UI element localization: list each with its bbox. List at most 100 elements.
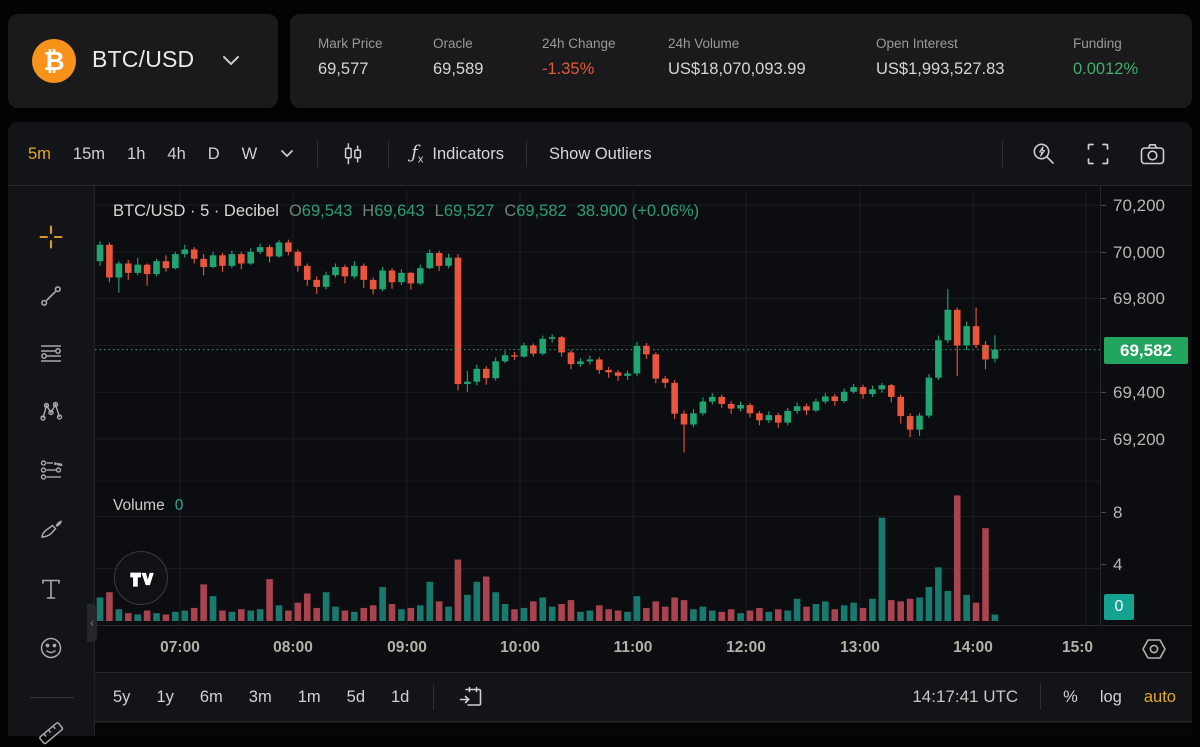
stat-mark-price: Mark Price 69,577 (318, 36, 383, 79)
stat-label: Mark Price (318, 36, 383, 51)
tradingview-logo[interactable] (114, 551, 168, 605)
horizontal-lines-tool-icon[interactable] (37, 339, 65, 367)
candlestick-chart[interactable] (95, 190, 1100, 625)
last-price-badge: 69,582 (1104, 337, 1188, 364)
stat-open-interest: Open Interest US$1,993,527.83 (876, 36, 1004, 79)
legend-ohlc-value: 69,527 (443, 202, 495, 220)
chart-area[interactable]: BTC/USD · 5 · Decibel O69,543 H69,643 L69,5… (95, 186, 1192, 672)
axis-tick (1101, 439, 1106, 440)
sidebar-divider (30, 697, 74, 698)
legend-change: 38.900 (+0.06%) (576, 202, 700, 220)
range-6m[interactable]: 6m (199, 687, 223, 706)
fullscreen-icon[interactable] (1085, 141, 1111, 167)
time-axis-label: 08:00 (273, 639, 313, 656)
scale-button-log[interactable]: log (1099, 687, 1122, 706)
zoom-flash-icon[interactable] (1031, 141, 1057, 167)
timeframe-1h[interactable]: 1h (127, 144, 146, 163)
time-axis-label: 12:00 (726, 639, 766, 656)
time-axis[interactable]: 07:00 08:00 09:00 10:00 11:00 12:00 13:00 14:00… (95, 625, 1192, 672)
text-tool-icon[interactable] (37, 575, 65, 603)
range-3m[interactable]: 3m (248, 687, 272, 706)
stat-24h-volume: 24h Volume US$18,070,093.99 (668, 36, 806, 79)
price-axis-label: 69,800 (1113, 289, 1165, 308)
stat-funding: Funding 0.0012% (1073, 36, 1138, 79)
time-axis-label: 10:00 (500, 639, 540, 656)
price-axis-label: 69,200 (1113, 430, 1165, 449)
price-axis-label: 69,400 (1113, 383, 1165, 402)
fx-icon: ƒx (411, 142, 424, 166)
time-axis-label: 09:00 (387, 639, 427, 656)
panel-footer-strip (95, 723, 1192, 736)
toolbar-separator (388, 141, 390, 167)
projection-tool-icon[interactable] (37, 456, 65, 484)
last-volume-badge: 0 (1104, 594, 1134, 620)
time-axis-label: 15:0 (1062, 639, 1094, 656)
range-1m[interactable]: 1m (297, 687, 321, 706)
price-scale[interactable]: 69,582 0 70,200 70,000 69,800 69,400 69,200 8… (1100, 186, 1192, 625)
legend-ohlc-value: 69,582 (516, 202, 567, 220)
candle-style-icon[interactable] (340, 140, 366, 168)
camera-icon[interactable] (1139, 141, 1166, 167)
stat-value: 69,589 (433, 60, 484, 78)
timezone-settings-icon[interactable] (1141, 636, 1167, 662)
ruler-tool-icon[interactable] (37, 719, 65, 747)
range-1d[interactable]: 1d (391, 687, 410, 706)
scale-button-percent[interactable]: % (1063, 687, 1078, 706)
timeframe-4h[interactable]: 4h (167, 144, 186, 163)
stat-label: Funding (1073, 36, 1122, 51)
chart-panel: 5m 15m 1h 4h D W ƒx Indicators Show Outliers (8, 122, 1192, 745)
symbol-name: BTC/USD (92, 46, 195, 72)
axis-tick (1101, 252, 1106, 253)
show-outliers-label: Show Outliers (548, 144, 652, 163)
axis-tick (1101, 512, 1106, 513)
range-1y[interactable]: 1y (156, 687, 174, 706)
price-axis-label: 70,200 (1113, 196, 1165, 215)
market-stats-panel: Mark Price 69,577 Oracle 69,589 24h Change -1… (290, 14, 1192, 108)
toolbar-separator (1040, 684, 1042, 710)
stat-oracle: Oracle 69,589 (433, 36, 483, 79)
timeframe-D[interactable]: D (207, 144, 220, 163)
time-axis-label: 14:00 (953, 639, 993, 656)
emoji-tool-icon[interactable] (37, 634, 65, 662)
stat-label: Oracle (433, 36, 473, 51)
legend-ohlc-key: O (288, 202, 302, 220)
indicators-button[interactable]: ƒx Indicators (411, 142, 504, 166)
scale-button-auto[interactable]: auto (1143, 687, 1176, 706)
crosshair-tool-icon[interactable] (37, 223, 65, 251)
symbol-selector[interactable]: ₿ BTC/USD (8, 14, 278, 108)
legend-ohlc-key: C (504, 202, 517, 220)
range-5d[interactable]: 5d (346, 687, 365, 706)
clock-utc[interactable]: 14:17:41 UTC (912, 687, 1019, 706)
indicators-label: Indicators (432, 144, 504, 163)
timeframe-5m[interactable]: 5m (28, 144, 51, 163)
toolbar-separator (1002, 141, 1003, 167)
go-to-date-icon[interactable] (458, 683, 486, 711)
tradingview-mark-icon (130, 572, 154, 587)
axis-tick (1101, 298, 1106, 299)
time-axis-label: 07:00 (160, 639, 200, 656)
price-axis-label: 70,000 (1113, 243, 1165, 262)
trend-line-tool-icon[interactable] (37, 282, 65, 310)
chart-legend: BTC/USD · 5 · Decibel O69,543 H69,643 L69,5… (113, 202, 699, 221)
stat-value: -1.35% (542, 60, 595, 78)
stat-value: US$1,993,527.83 (876, 60, 1005, 78)
stat-value: US$18,070,093.99 (668, 60, 806, 78)
legend-ohlc-value: 69,643 (374, 202, 425, 220)
bottom-toolbar: 5y 1y 6m 3m 1m 5d 1d 14:17:41 UTC % log auto (95, 672, 1192, 722)
sidebar-collapse-handle[interactable]: ‹ (87, 604, 97, 642)
timeframe-15m[interactable]: 15m (72, 144, 106, 163)
axis-tick (1101, 392, 1106, 393)
stat-label: 24h Volume (668, 36, 740, 51)
stat-label: Open Interest (876, 36, 958, 51)
time-axis-label: 13:00 (840, 639, 880, 656)
stat-value: 0.0012% (1073, 60, 1139, 78)
brush-tool-icon[interactable] (37, 515, 65, 543)
legend-ohlc-key: H (362, 202, 375, 220)
timeframe-chevron-down-icon[interactable] (279, 148, 295, 160)
show-outliers-button[interactable]: Show Outliers (549, 145, 652, 164)
toolbar-separator (317, 141, 319, 167)
timeframe-W[interactable]: W (241, 144, 258, 163)
range-5y[interactable]: 5y (113, 687, 131, 706)
xabcd-pattern-tool-icon[interactable] (37, 397, 65, 425)
legend-title: BTC/USD · 5 · Decibel (113, 202, 279, 220)
